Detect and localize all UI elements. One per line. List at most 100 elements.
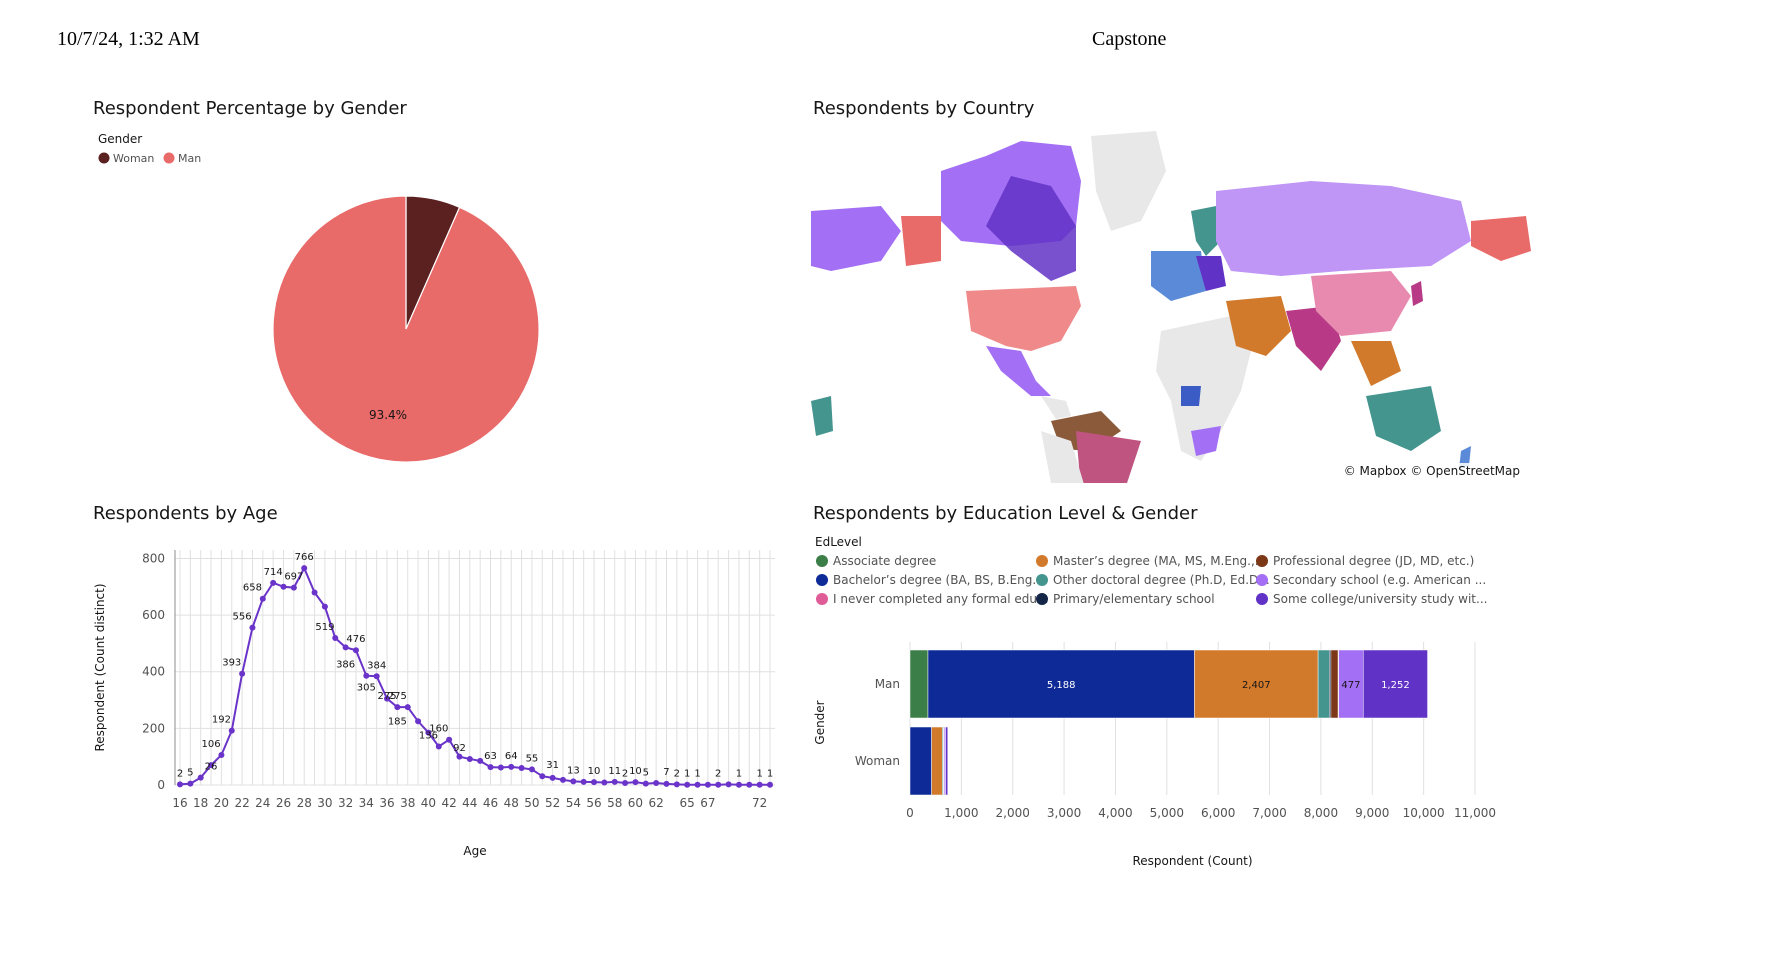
edu-bar-man-professional[interactable] xyxy=(1330,649,1339,719)
edu-legend-label-professional[interactable]: Professional degree (JD, MD, etc.) xyxy=(1273,554,1474,568)
edu-bar-man-secondary[interactable] xyxy=(1338,649,1364,719)
age-point[interactable] xyxy=(622,780,629,787)
age-point[interactable] xyxy=(508,763,515,770)
map-region-greenland-west[interactable] xyxy=(901,216,941,266)
map-region-canada-east[interactable] xyxy=(986,176,1076,281)
age-point[interactable] xyxy=(373,673,380,680)
map-region-central-america[interactable] xyxy=(1041,396,1071,419)
age-point[interactable] xyxy=(197,774,204,781)
legend-label-woman[interactable]: Woman xyxy=(113,152,154,165)
age-point[interactable] xyxy=(301,565,308,572)
map-region-east-europe[interactable] xyxy=(1196,256,1226,291)
map-region-west-small[interactable] xyxy=(811,396,833,436)
age-point[interactable] xyxy=(425,729,432,736)
age-point[interactable] xyxy=(290,584,297,591)
edu-bar-woman-bachelor[interactable] xyxy=(909,726,932,796)
map-region-africa[interactable] xyxy=(1156,316,1251,461)
map-region-west-europe[interactable] xyxy=(1151,251,1206,301)
edu-legend-label-some_college[interactable]: Some college/university study wit... xyxy=(1273,592,1487,606)
age-point[interactable] xyxy=(725,781,732,788)
map-region-scandinavia[interactable] xyxy=(1191,206,1221,256)
age-point[interactable] xyxy=(570,778,577,785)
age-point[interactable] xyxy=(756,781,763,788)
age-point[interactable] xyxy=(632,779,639,786)
age-point[interactable] xyxy=(580,778,587,785)
age-point[interactable] xyxy=(435,743,442,750)
age-point[interactable] xyxy=(642,780,649,787)
age-point[interactable] xyxy=(332,635,339,642)
age-point[interactable] xyxy=(342,644,349,651)
age-point[interactable] xyxy=(363,672,370,679)
age-point[interactable] xyxy=(694,781,701,788)
age-point[interactable] xyxy=(673,781,680,788)
edu-bar-man-some_college[interactable] xyxy=(1362,649,1428,719)
age-point[interactable] xyxy=(446,736,453,743)
edu-legend-label-associate[interactable]: Associate degree xyxy=(833,554,936,568)
edu-legend-label-never[interactable]: I never completed any formal edu... xyxy=(833,592,1048,606)
age-point[interactable] xyxy=(497,764,504,771)
age-point[interactable] xyxy=(280,583,287,590)
age-point[interactable] xyxy=(259,595,266,602)
map-region-mexico[interactable] xyxy=(986,346,1051,396)
edu-legend-label-primary[interactable]: Primary/elementary school xyxy=(1053,592,1215,606)
age-point[interactable] xyxy=(528,766,535,773)
map-region-south-africa[interactable] xyxy=(1191,426,1221,456)
edu-bar-man-associate[interactable] xyxy=(909,649,929,719)
age-point[interactable] xyxy=(715,781,722,788)
age-point[interactable] xyxy=(311,589,318,596)
age-point[interactable] xyxy=(559,776,566,783)
age-point[interactable] xyxy=(704,781,711,788)
edu-bar-man-bachelor[interactable] xyxy=(927,649,1195,719)
age-point[interactable] xyxy=(539,773,546,780)
age-point[interactable] xyxy=(270,579,277,586)
age-point[interactable] xyxy=(735,781,742,788)
map-region-east-siberia[interactable] xyxy=(1471,216,1531,261)
map-region-japan[interactable] xyxy=(1411,281,1423,306)
age-point[interactable] xyxy=(321,603,328,610)
age-point[interactable] xyxy=(177,781,183,788)
map-region-africa-central[interactable] xyxy=(1181,386,1201,406)
edu-bar-man-other_doctoral[interactable] xyxy=(1317,649,1330,719)
legend-label-man[interactable]: Man xyxy=(178,152,201,165)
age-point[interactable] xyxy=(601,779,608,786)
age-point[interactable] xyxy=(187,780,194,787)
edu-legend-label-bachelor[interactable]: Bachelor’s degree (BA, BS, B.Eng.... xyxy=(833,573,1048,587)
map-region-brazil[interactable] xyxy=(1076,431,1141,483)
age-point[interactable] xyxy=(591,779,598,786)
age-point[interactable] xyxy=(466,755,473,762)
age-point[interactable] xyxy=(611,778,618,785)
map-region-china[interactable] xyxy=(1311,271,1411,336)
map-region-australia[interactable] xyxy=(1366,386,1441,451)
age-point[interactable] xyxy=(384,695,391,702)
map-region-usa[interactable] xyxy=(966,286,1081,351)
age-point[interactable] xyxy=(228,727,235,734)
map-region-russia[interactable] xyxy=(1216,181,1471,276)
age-point[interactable] xyxy=(746,781,753,788)
age-point[interactable] xyxy=(487,764,494,771)
age-point[interactable] xyxy=(767,781,773,788)
pie-slice-man[interactable] xyxy=(272,195,540,463)
map-region-alaska[interactable] xyxy=(811,206,901,271)
map-region-south-america-west[interactable] xyxy=(1041,431,1086,483)
age-point[interactable] xyxy=(684,781,691,788)
map-region-middle-east[interactable] xyxy=(1226,296,1291,356)
country-map[interactable]: © Mapbox © OpenStreetMap xyxy=(811,131,1531,483)
age-point[interactable] xyxy=(352,647,359,654)
edu-legend-label-other_doctoral[interactable]: Other doctoral degree (Ph.D, Ed.D... xyxy=(1053,573,1270,587)
age-point[interactable] xyxy=(249,624,256,631)
age-point[interactable] xyxy=(456,753,463,760)
age-point[interactable] xyxy=(239,670,246,677)
age-point[interactable] xyxy=(394,704,401,711)
age-point[interactable] xyxy=(549,774,556,781)
edu-legend-label-master[interactable]: Master’s degree (MA, MS, M.Eng.,... xyxy=(1053,554,1266,568)
age-point[interactable] xyxy=(208,762,215,769)
edu-bar-woman-master[interactable] xyxy=(931,726,943,796)
age-point[interactable] xyxy=(404,704,411,711)
age-point[interactable] xyxy=(218,751,225,758)
edu-bar-woman-some_college[interactable] xyxy=(945,726,949,796)
age-point[interactable] xyxy=(518,765,525,772)
age-point[interactable] xyxy=(663,780,670,787)
edu-bar-man-master[interactable] xyxy=(1194,649,1319,719)
map-region-se-asia[interactable] xyxy=(1351,341,1401,386)
edu-legend-label-secondary[interactable]: Secondary school (e.g. American ... xyxy=(1273,573,1486,587)
